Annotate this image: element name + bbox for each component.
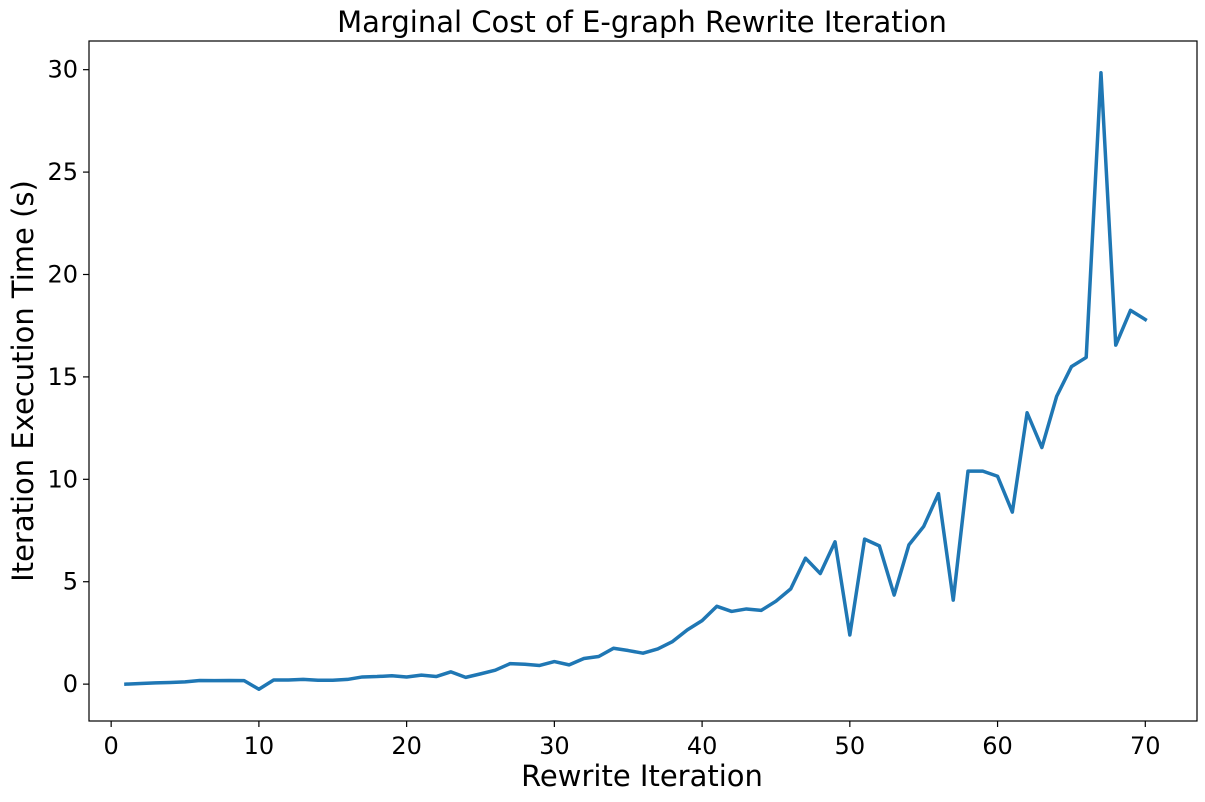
x-tick-label: 10 — [244, 732, 275, 760]
x-tick-label: 60 — [982, 732, 1013, 760]
y-axis: 0 5 10 15 20 25 30 — [47, 56, 89, 698]
y-tick-label: 30 — [47, 56, 78, 84]
y-tick-label: 15 — [47, 363, 78, 391]
x-axis-label: Rewrite Iteration — [521, 759, 763, 793]
x-tick-label: 0 — [104, 732, 119, 760]
y-tick-label: 25 — [47, 158, 78, 186]
x-axis: 0 10 20 30 40 50 60 70 — [104, 721, 1161, 760]
chart-title: Marginal Cost of E-graph Rewrite Iterati… — [337, 5, 947, 39]
plot-frame — [88, 40, 1198, 722]
y-tick-label: 20 — [47, 260, 78, 288]
y-axis-label: Iteration Execution Time (s) — [6, 180, 40, 582]
y-tick-label: 10 — [47, 465, 78, 493]
y-tick-label: 5 — [63, 568, 78, 596]
x-tick-label: 50 — [835, 732, 866, 760]
plot-area — [124, 71, 1148, 691]
x-tick-label: 30 — [539, 732, 570, 760]
x-tick-label: 20 — [391, 732, 422, 760]
x-tick-label: 40 — [687, 732, 718, 760]
series-line — [124, 71, 1148, 691]
y-tick-label: 0 — [63, 670, 78, 698]
x-tick-label: 70 — [1130, 732, 1161, 760]
